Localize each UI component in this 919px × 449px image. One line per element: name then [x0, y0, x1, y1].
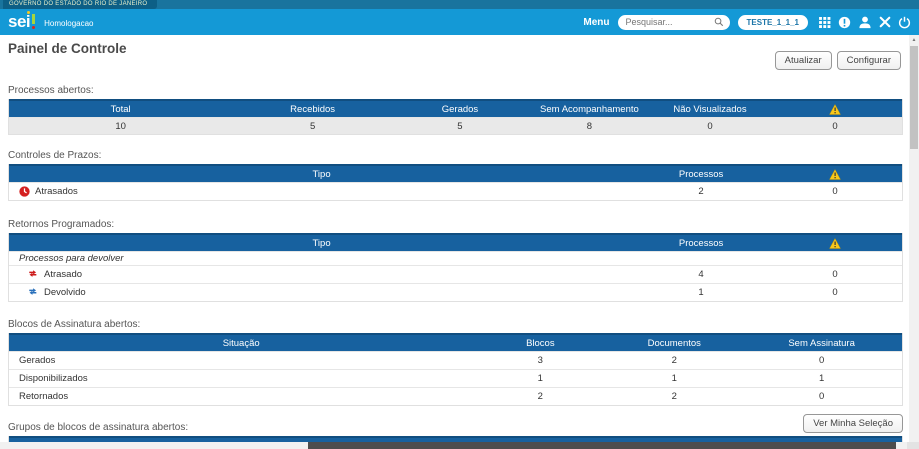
documentos-value[interactable]: 2 [671, 355, 677, 366]
situacao-label: Disponibilizados [19, 373, 88, 384]
col-header-gerados: Gerados [441, 103, 479, 115]
section-label-grupos-blocos: Grupos de blocos de assinatura abertos: [8, 422, 189, 433]
blocos-value[interactable]: 1 [537, 373, 543, 384]
configurar-button[interactable]: Configurar [836, 51, 901, 70]
recebidos-value[interactable]: 5 [309, 120, 316, 132]
col-header-blocos: Blocos [526, 337, 555, 349]
situacao-label: Retornados [19, 391, 69, 402]
col-header-processos: Processos [678, 168, 724, 180]
nao-visualizados-value[interactable]: 0 [707, 120, 713, 132]
gerados-value[interactable]: 5 [457, 120, 463, 132]
search-input[interactable] [625, 17, 714, 27]
atualizar-button[interactable]: Atualizar [774, 51, 832, 70]
horizontal-scrollbar-thumb[interactable] [308, 442, 896, 449]
col-header-tipo: Tipo [312, 237, 331, 249]
table-row: Gerados 3 2 0 [9, 351, 902, 369]
sem-assinatura-value[interactable]: 0 [818, 355, 825, 366]
menu-button[interactable]: Menu [583, 16, 610, 28]
grid-icon[interactable] [818, 16, 831, 29]
blocos-value[interactable]: 2 [537, 391, 543, 402]
table-row: Atrasados 2 0 [9, 182, 902, 200]
alert-circle-icon[interactable] [838, 16, 851, 29]
sei-logo[interactable]: sei Homologacao [8, 11, 94, 31]
vertical-scrollbar[interactable]: ▲ [909, 35, 919, 442]
documentos-value[interactable]: 1 [671, 373, 677, 384]
sem-acompanhamento-value[interactable]: 8 [586, 120, 593, 132]
col-header-documentos: Documentos [647, 337, 701, 349]
sem-assinatura-value[interactable]: 1 [818, 373, 825, 384]
warning-triangle-icon [768, 103, 902, 115]
environment-label: Homologacao [44, 19, 94, 28]
blocos-assinatura-table: Situação Blocos Documentos Sem Assinatur… [8, 333, 903, 406]
table-row: Atrasado 4 0 [9, 265, 902, 283]
warning-value[interactable]: 0 [832, 269, 838, 280]
search-icon[interactable] [714, 17, 725, 28]
col-header-recebidos: Recebidos [290, 103, 336, 115]
swap-red-icon [29, 270, 37, 277]
app-header: sei Homologacao Menu TESTE_1_1_1 [0, 9, 919, 35]
user-icon[interactable] [858, 16, 871, 29]
warning-value[interactable]: 0 [832, 186, 838, 197]
scrollbar-corner [907, 442, 919, 449]
processos-abertos-table: Total Recebidos Gerados Sem Acompanhamen… [8, 99, 903, 135]
government-label: GOVERNO DO ESTADO DO RIO DE JANEIRO [3, 0, 158, 9]
processos-value[interactable]: 1 [698, 287, 704, 298]
warning-triangle-icon [768, 237, 902, 249]
documentos-value[interactable]: 2 [671, 391, 677, 402]
warning-value[interactable]: 0 [832, 120, 838, 132]
warning-triangle-icon [768, 168, 902, 180]
tools-icon[interactable] [878, 16, 891, 29]
col-header-total: Total [110, 103, 131, 115]
tipo-label: Atrasado [44, 269, 83, 280]
swap-blue-icon [29, 288, 37, 295]
scroll-up-arrow[interactable]: ▲ [909, 35, 919, 45]
government-strip: GOVERNO DO ESTADO DO RIO DE JANEIRO [0, 0, 919, 9]
col-header-sem-acompanhamento: Sem Acompanhamento [540, 103, 639, 115]
processos-value[interactable]: 2 [698, 186, 704, 197]
page-title: Painel de Controle [8, 41, 127, 56]
col-header-situacao: Situação [222, 337, 260, 349]
section-label-blocos-assinatura: Blocos de Assinatura abertos: [8, 319, 141, 330]
table-row-group: Processos para devolver [9, 251, 902, 265]
processos-value[interactable]: 4 [698, 269, 704, 280]
col-header-processos: Processos [678, 237, 724, 249]
sei-logo-text: sei [8, 12, 31, 31]
power-icon[interactable] [898, 16, 911, 29]
col-header-nao-visualizados: Não Visualizados [673, 103, 747, 115]
table-row: 10 5 5 8 0 0 [9, 117, 902, 134]
sei-logo-exclamation [27, 11, 36, 30]
section-label-processos-abertos: Processos abertos: [8, 85, 94, 96]
clock-red-icon [19, 186, 30, 197]
table-row: Retornados 2 2 0 [9, 387, 902, 405]
ver-minha-selecao-button[interactable]: Ver Minha Seleção [803, 414, 903, 433]
horizontal-scrollbar[interactable] [0, 442, 919, 449]
situacao-label: Gerados [19, 355, 56, 366]
section-label-retornos-programados: Retornos Programados: [8, 219, 115, 230]
group-label: Processos para devolver [19, 253, 124, 264]
vertical-scrollbar-thumb[interactable] [910, 46, 918, 149]
controles-prazos-table: Tipo Processos Atrasados 2 0 [8, 164, 903, 201]
blocos-value[interactable]: 3 [537, 355, 543, 366]
tipo-label: Atrasados [35, 186, 78, 197]
unit-selector-button[interactable]: TESTE_1_1_1 [737, 14, 808, 30]
tipo-label: Devolvido [44, 287, 86, 298]
table-row: Disponibilizados 1 1 1 [9, 369, 902, 387]
warning-value[interactable]: 0 [832, 287, 838, 298]
col-header-tipo: Tipo [312, 168, 331, 180]
col-header-sem-assinatura: Sem Assinatura [788, 337, 855, 349]
sem-assinatura-value[interactable]: 0 [818, 391, 825, 402]
retornos-programados-table: Tipo Processos Processos para devolver A… [8, 233, 903, 302]
total-value[interactable]: 10 [115, 120, 126, 132]
search-box[interactable] [617, 14, 730, 30]
section-label-controles-prazos: Controles de Prazos: [8, 150, 102, 161]
table-row: Devolvido 1 0 [9, 283, 902, 301]
